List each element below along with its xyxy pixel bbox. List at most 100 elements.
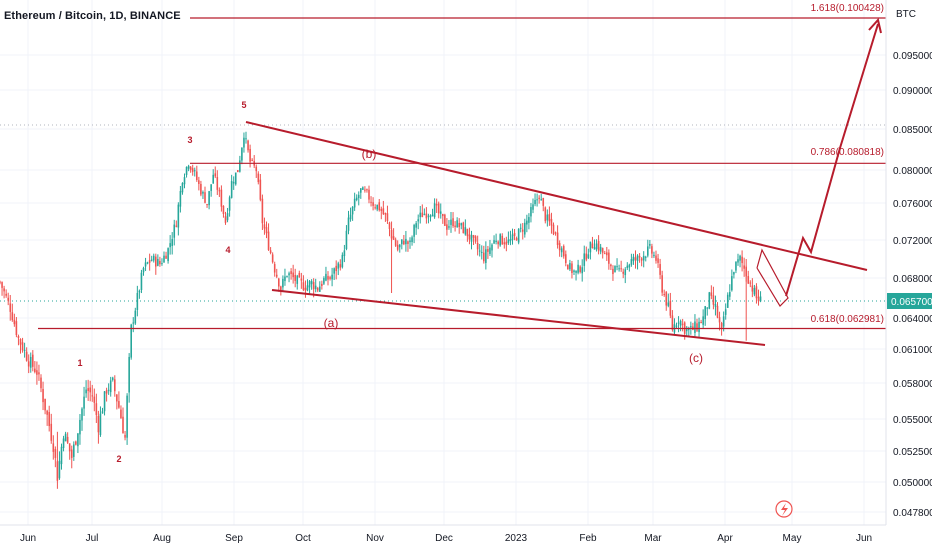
last-price-tag[interactable] [887, 293, 932, 309]
candle-body[interactable] [382, 208, 385, 215]
candle-body[interactable] [292, 272, 294, 278]
candle-body[interactable] [374, 207, 376, 209]
candle-body[interactable] [644, 256, 647, 258]
candle-body[interactable] [23, 349, 26, 351]
candle-body[interactable] [546, 214, 549, 221]
candle-body[interactable] [562, 246, 565, 257]
candle-body[interactable] [333, 268, 335, 274]
candle-body[interactable] [323, 278, 325, 284]
candle-body[interactable] [9, 303, 12, 312]
candle-body[interactable] [345, 230, 348, 250]
candle-body[interactable] [142, 267, 145, 273]
candle-body[interactable] [261, 198, 264, 224]
candle-body[interactable] [34, 368, 36, 373]
candle-body[interactable] [128, 356, 130, 393]
candle-body[interactable] [42, 388, 44, 403]
candle-body[interactable] [489, 247, 491, 254]
candle-body[interactable] [196, 171, 198, 180]
candle-body[interactable] [155, 256, 157, 267]
candle-body[interactable] [524, 222, 526, 235]
candle-body[interactable] [739, 255, 741, 261]
candle-body[interactable] [144, 262, 147, 267]
candle-body[interactable] [392, 236, 395, 240]
candle-body[interactable] [394, 239, 397, 246]
candle-body[interactable] [651, 246, 653, 254]
candle-body[interactable] [349, 214, 352, 220]
candle-body[interactable] [247, 140, 249, 151]
candle-body[interactable] [259, 179, 262, 200]
candle-body[interactable] [337, 263, 340, 269]
candle-body[interactable] [501, 235, 504, 245]
candle-body[interactable] [130, 324, 132, 358]
candle-body[interactable] [329, 277, 331, 279]
candle-body[interactable] [357, 194, 360, 199]
candle-body[interactable] [91, 395, 94, 397]
candle-body[interactable] [610, 264, 612, 267]
candle-body[interactable] [77, 433, 79, 447]
candle-body[interactable] [665, 292, 668, 306]
candle-body[interactable] [114, 379, 116, 392]
candle-body[interactable] [591, 243, 594, 249]
candle-body[interactable] [353, 198, 356, 208]
candle-body[interactable] [714, 304, 717, 307]
candle-body[interactable] [52, 443, 55, 452]
candle-body[interactable] [499, 234, 501, 246]
candle-body[interactable] [282, 278, 284, 288]
candle-body[interactable] [696, 323, 698, 331]
candle-body[interactable] [103, 391, 106, 412]
candle-body[interactable] [271, 254, 274, 263]
candle-body[interactable] [450, 219, 452, 225]
candle-body[interactable] [73, 444, 75, 457]
candle-body[interactable] [526, 220, 528, 225]
candle-body[interactable] [753, 287, 756, 295]
candle-body[interactable] [669, 300, 672, 316]
candle-body[interactable] [284, 276, 286, 282]
candle-body[interactable] [452, 218, 454, 227]
candle-body[interactable] [327, 276, 329, 280]
candle-body[interactable] [218, 190, 221, 192]
candle-body[interactable] [245, 138, 247, 140]
candle-body[interactable] [351, 206, 354, 215]
candle-body[interactable] [663, 294, 665, 296]
candle-body[interactable] [552, 224, 555, 235]
candle-body[interactable] [364, 189, 366, 191]
candle-body[interactable] [230, 181, 233, 198]
candle-body[interactable] [415, 223, 417, 228]
candle-body[interactable] [403, 240, 405, 245]
candle-body[interactable] [722, 316, 725, 327]
candle-body[interactable] [755, 286, 758, 299]
candle-body[interactable] [573, 270, 575, 273]
candle-body[interactable] [89, 387, 91, 393]
candle-body[interactable] [118, 401, 120, 408]
candle-body[interactable] [710, 292, 713, 296]
candle-body[interactable] [700, 321, 702, 324]
candle-body[interactable] [630, 259, 633, 265]
candle-body[interactable] [101, 411, 104, 414]
candle-body[interactable] [255, 166, 258, 172]
candle-body[interactable] [304, 287, 307, 291]
candle-body[interactable] [636, 255, 639, 261]
candle-body[interactable] [583, 253, 586, 266]
candle-body[interactable] [708, 292, 711, 309]
candle-body[interactable] [54, 449, 57, 458]
candle-body[interactable] [702, 316, 704, 325]
candle-body[interactable] [491, 244, 493, 251]
candle-body[interactable] [515, 238, 518, 241]
candle-body[interactable] [220, 189, 223, 207]
candle-body[interactable] [747, 276, 750, 284]
candle-body[interactable] [396, 244, 399, 250]
candle-body[interactable] [150, 259, 153, 261]
candle-body[interactable] [173, 224, 176, 238]
candle-body[interactable] [165, 255, 167, 259]
candle-body[interactable] [628, 264, 631, 268]
candle-body[interactable] [532, 204, 534, 210]
candle-body[interactable] [167, 248, 169, 262]
candle-body[interactable] [749, 282, 752, 284]
candle-body[interactable] [612, 268, 614, 275]
candle-body[interactable] [273, 264, 276, 273]
candle-body[interactable] [347, 217, 350, 231]
candle-body[interactable] [677, 322, 680, 324]
candle-body[interactable] [608, 252, 610, 264]
candle-body[interactable] [429, 215, 432, 218]
candle-body[interactable] [411, 237, 413, 243]
